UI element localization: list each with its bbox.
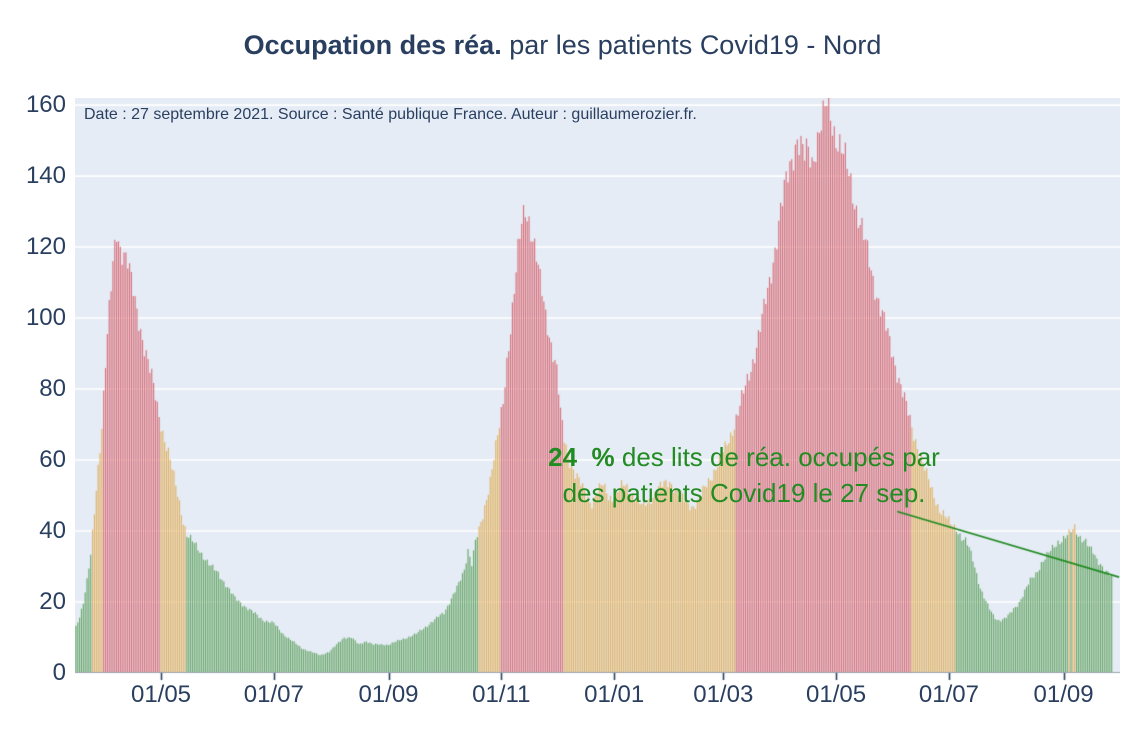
x-tick-label: 01/03 [693, 681, 754, 708]
bar-chart-plot-area[interactable] [75, 98, 1120, 681]
annotation-percent-value: 24 % [548, 442, 615, 472]
x-tick-label: 01/09 [358, 681, 419, 708]
x-tick-label: 01/05 [806, 681, 867, 708]
y-tick-label: 60 [39, 446, 66, 474]
x-tick-label: 01/01 [584, 681, 645, 708]
y-tick-label: 100 [25, 304, 66, 332]
annotation-line1: 24 % des lits de réa. occupés par [548, 439, 940, 475]
annotation-line2: des patients Covid19 le 27 sep. [562, 478, 926, 508]
source-note: Date : 27 septembre 2021. Source : Santé… [84, 106, 697, 123]
y-tick-label: 40 [39, 517, 66, 545]
chart-title-bold: Occupation des réa. [243, 30, 502, 60]
y-tick-label: 20 [39, 588, 66, 615]
chart-title: Occupation des réa. par les patients Cov… [0, 30, 1125, 61]
x-tick-label: 01/05 [130, 681, 192, 708]
x-tick-label: 01/11 [472, 681, 531, 708]
y-tick-label: 0 [52, 659, 66, 686]
y-tick-label: 120 [25, 233, 66, 261]
annotation-line1-rest: des lits de réa. occupés par [614, 442, 940, 472]
x-tick-label: 01/07 [918, 681, 979, 708]
y-tick-label: 140 [25, 162, 66, 190]
chart-title-regular: par les patients Covid19 - Nord [501, 30, 882, 60]
y-tick-label: 160 [25, 91, 66, 119]
y-tick-label: 80 [39, 375, 66, 403]
x-tick-label: 01/07 [243, 681, 304, 708]
annotation-occupancy-percent: 24 % des lits de réa. occupés par des pa… [548, 439, 940, 511]
x-tick-label: 01/09 [1033, 681, 1094, 708]
